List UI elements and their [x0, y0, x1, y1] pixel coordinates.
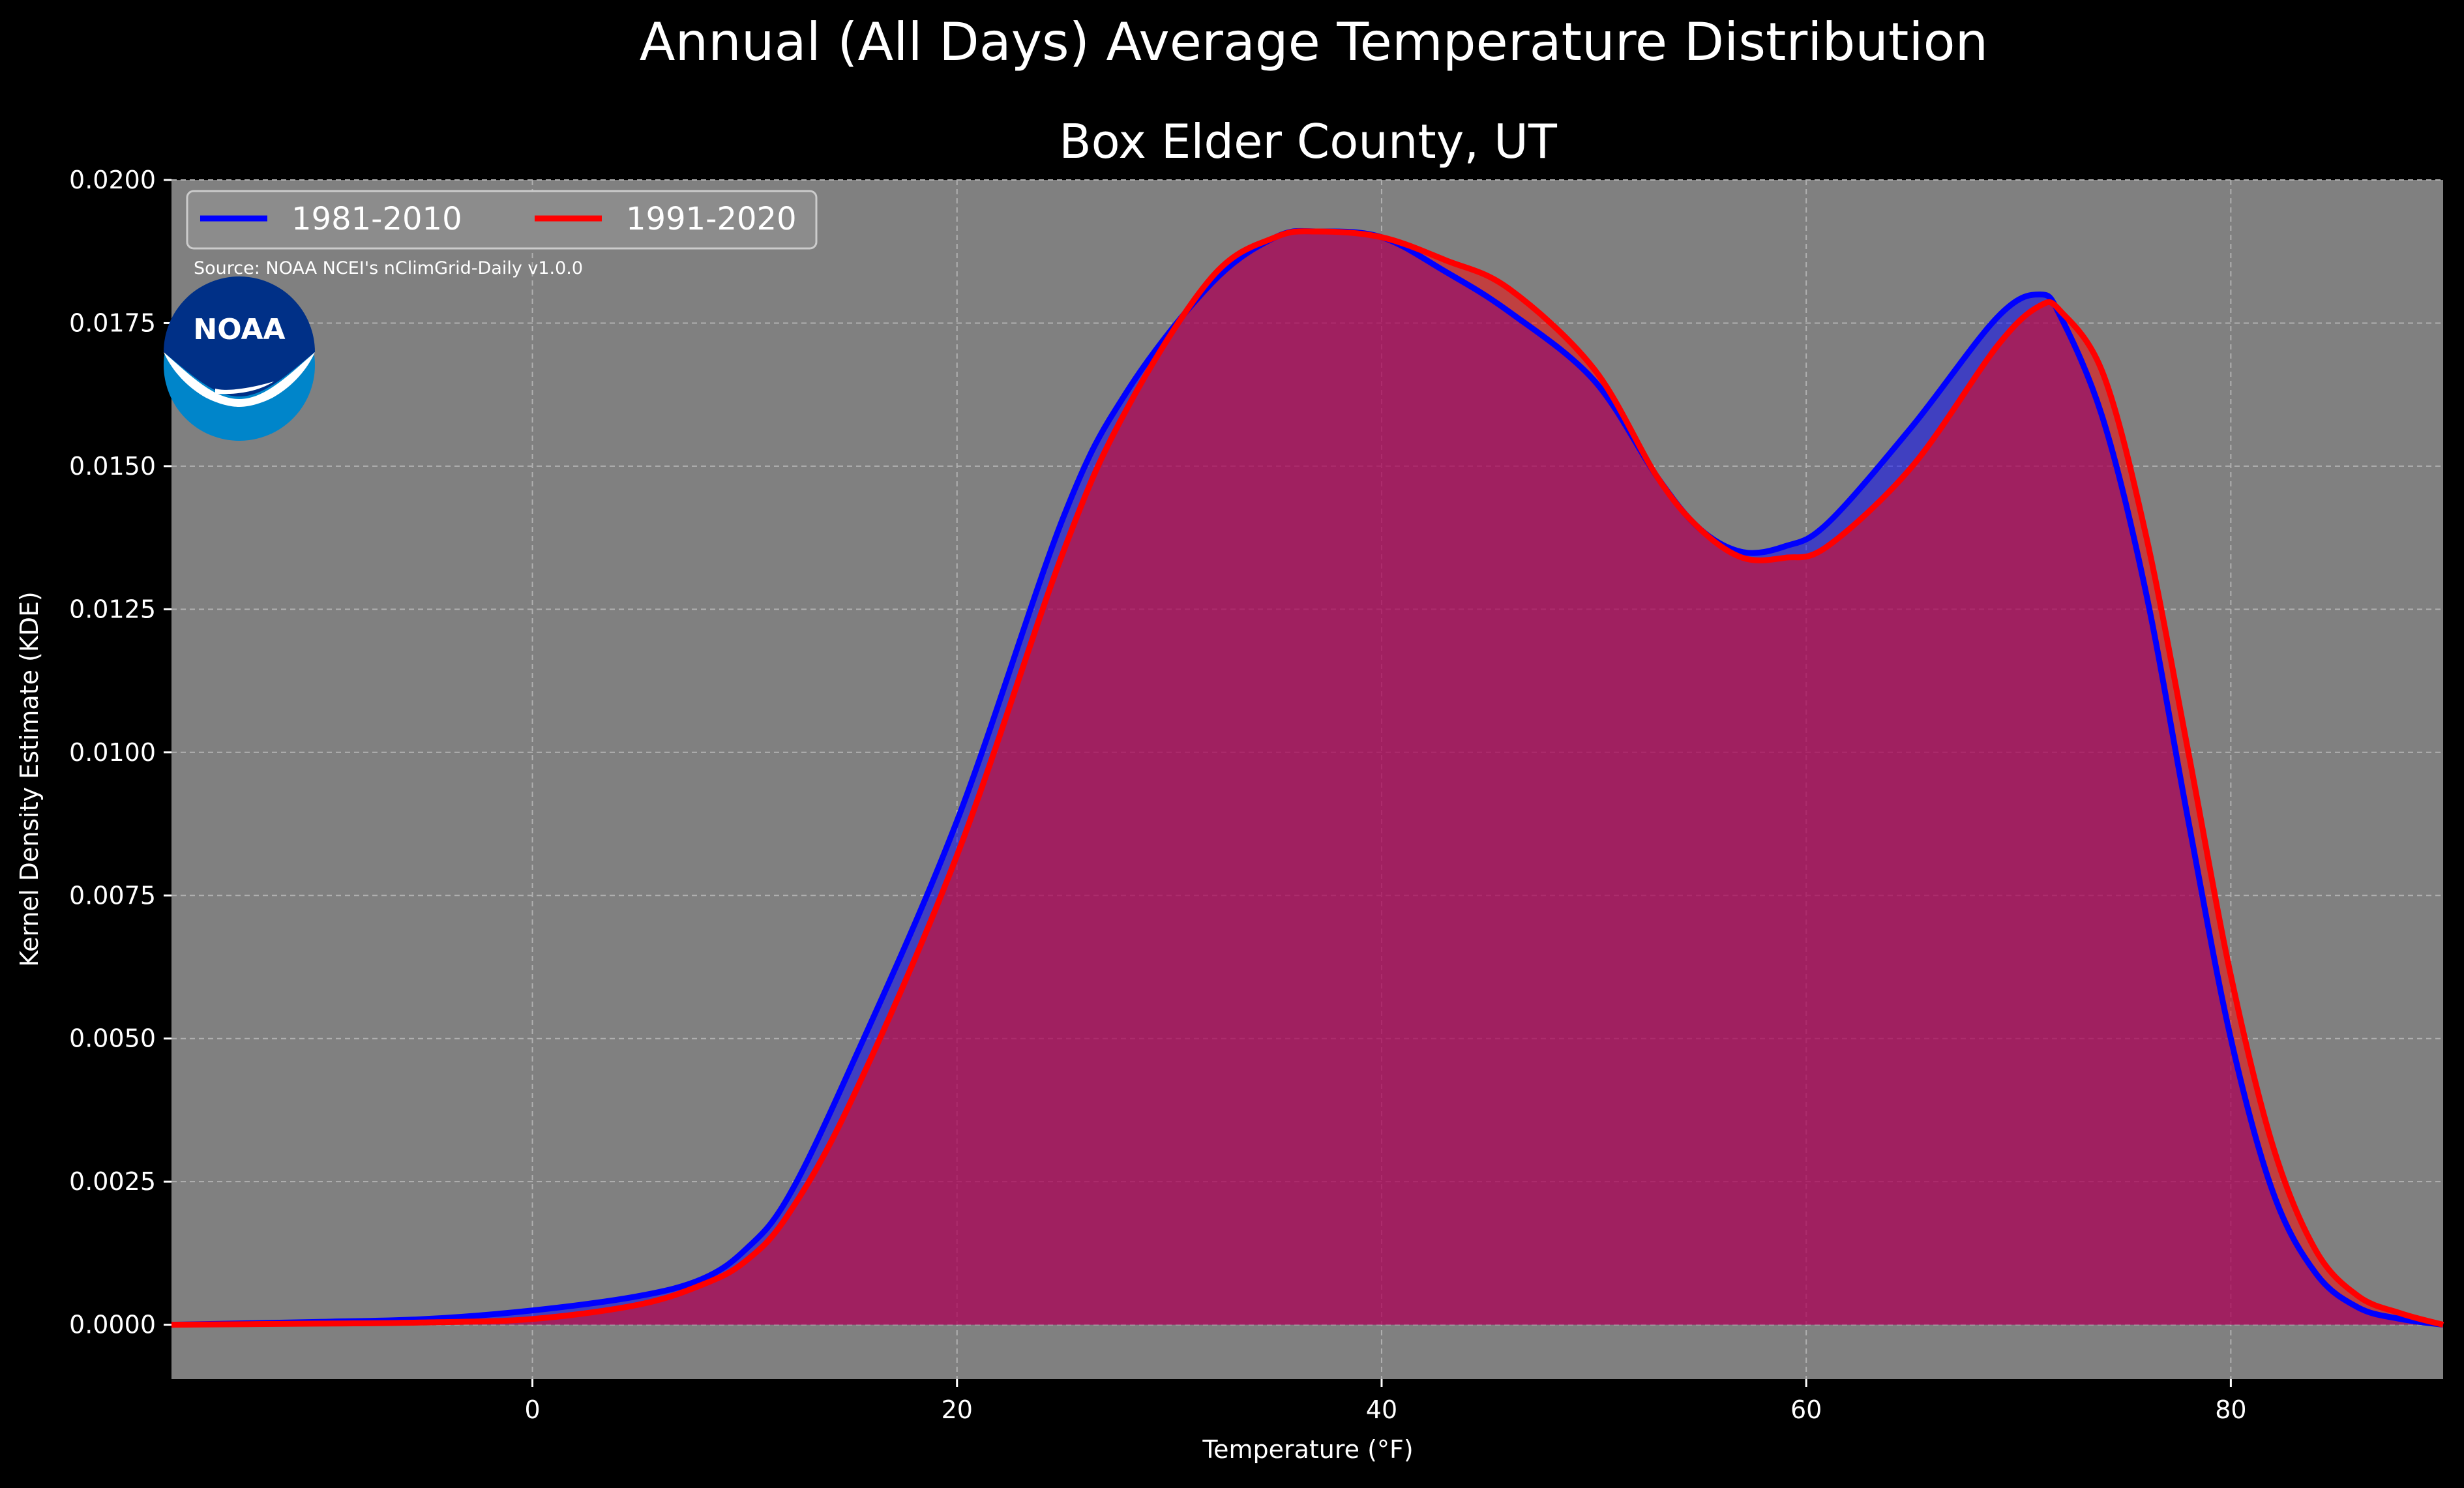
y-tick-label: 0.0100	[69, 738, 156, 767]
x-tick-label: 60	[1790, 1395, 1822, 1424]
x-axis-label: Temperature (°F)	[1202, 1435, 1413, 1464]
y-axis-label: Kernel Density Estimate (KDE)	[15, 591, 44, 967]
x-tick-label: 80	[2215, 1395, 2246, 1424]
noaa-logo: NOAA	[164, 276, 315, 441]
series-lines	[171, 228, 2444, 1328]
series-line-1981-2010	[171, 228, 2444, 1328]
x-tick-label: 20	[942, 1395, 973, 1424]
noaa-logo-text: NOAA	[193, 313, 285, 346]
y-tick-label: 0.0175	[69, 308, 156, 337]
y-tick-label: 0.0075	[69, 881, 156, 910]
x-axis-ticks: 0 20 40 60 80	[524, 1379, 2247, 1424]
legend-label-1991-2020: 1991-2020	[626, 201, 797, 237]
noaa-logo-upper-field	[164, 276, 315, 396]
source-note: Source: NOAA NCEI's nClimGrid-Daily v1.0…	[194, 258, 583, 278]
noaa-gull-icon	[164, 352, 315, 407]
y-tick-label: 0.0000	[69, 1311, 156, 1339]
x-tick-label: 0	[524, 1395, 540, 1424]
series-fill-1991-2020	[171, 231, 2443, 1325]
y-tick-label: 0.0025	[69, 1167, 156, 1196]
legend-box	[186, 190, 818, 250]
y-tick-label: 0.0200	[69, 166, 156, 194]
noaa-gull-tail	[215, 381, 274, 394]
x-tick-label: 40	[1366, 1395, 1397, 1424]
y-axis-ticks: 0.0000 0.0025 0.0050 0.0075 0.0100 0.0125 0.01…	[69, 166, 171, 1339]
chart-subtitle: Box Elder County, UT	[1059, 114, 1558, 169]
y-tick-label: 0.0125	[69, 595, 156, 623]
y-tick-label: 0.0150	[69, 452, 156, 481]
y-tick-label: 0.0050	[69, 1024, 156, 1053]
chart-title: Annual (All Days) Average Temperature Di…	[640, 12, 1988, 72]
legend: 1981-2010 1991-2020	[186, 190, 818, 250]
series-line-1991-2020	[171, 228, 2444, 1328]
legend-label-1981-2010: 1981-2010	[291, 201, 462, 237]
